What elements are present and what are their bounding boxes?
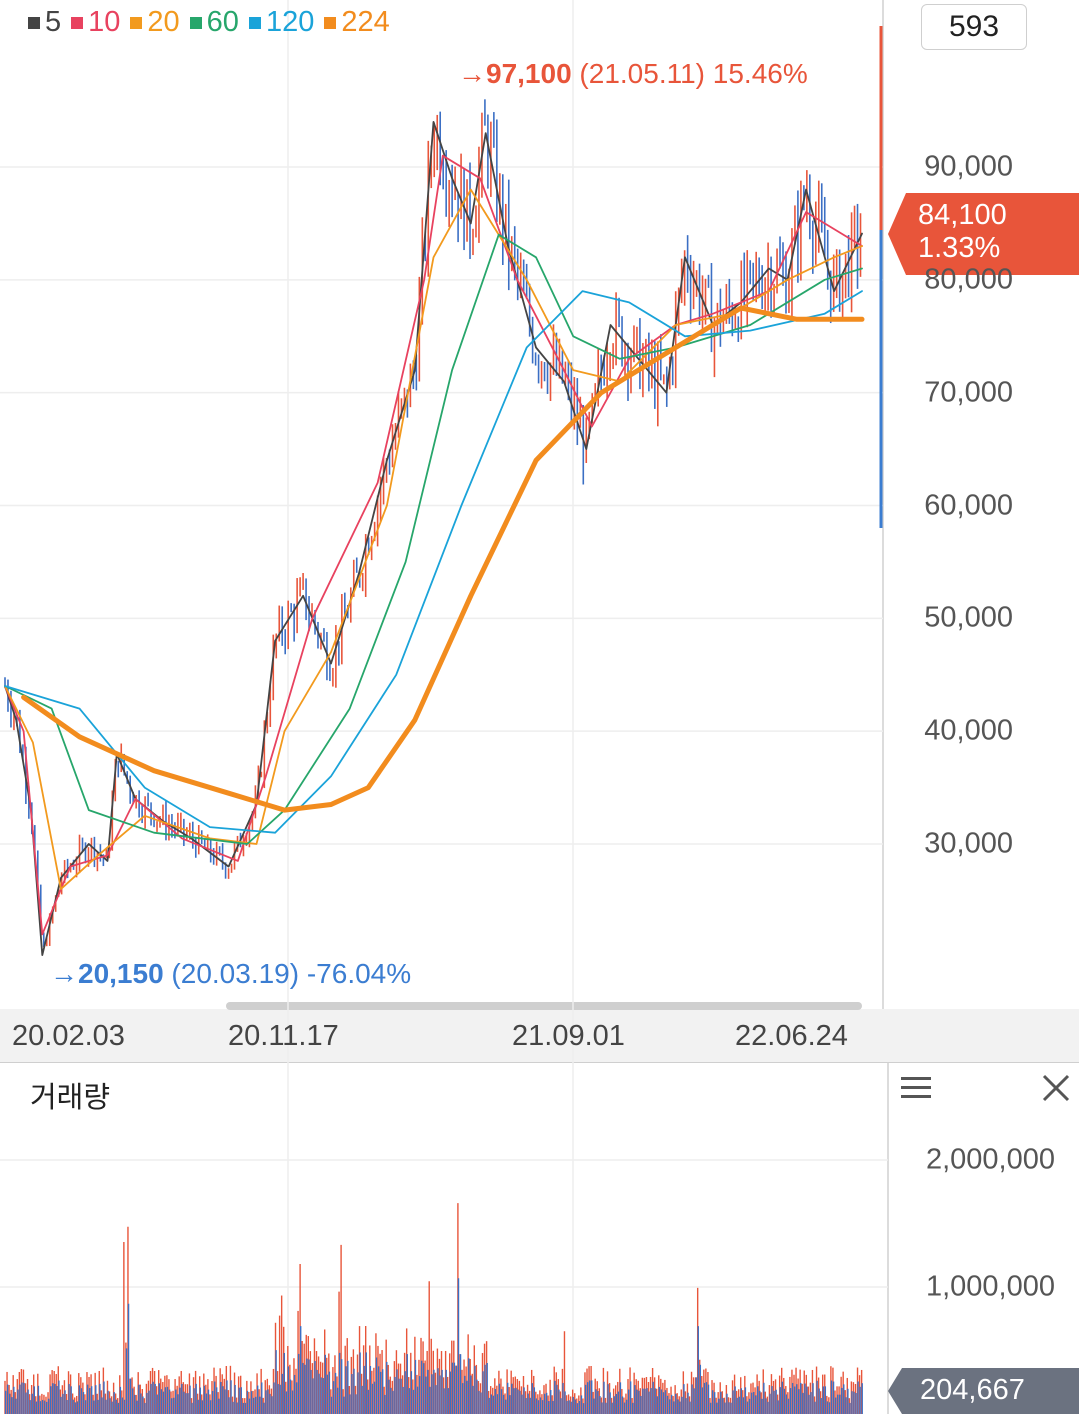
y-tick-label: 50,000	[924, 601, 1013, 634]
x-tick-label: 22.06.24	[735, 1020, 848, 1052]
volume-tick-label: 1,000,000	[925, 1270, 1055, 1303]
low-date: (20.03.19)	[171, 958, 300, 989]
y-tick-label: 30,000	[924, 827, 1013, 860]
close-icon-glyph	[1042, 1074, 1070, 1102]
legend-swatch-icon	[130, 16, 143, 29]
legend-swatch-icon	[189, 16, 202, 29]
legend-item-ma5[interactable]: 5	[28, 6, 61, 39]
volume-tick-label: 2,000,000	[925, 1143, 1055, 1176]
low-price-marker: →20,150 (20.03.19) -76.04%	[50, 958, 411, 990]
ma-legend: 5 10 20 60 120 224	[28, 6, 390, 39]
y-tick-label: 70,000	[924, 376, 1013, 409]
legend-item-ma120[interactable]: 120	[248, 6, 315, 39]
x-tick-label: 20.02.03	[12, 1020, 125, 1052]
legend-swatch-icon	[248, 16, 261, 29]
current-volume-tag: 204,667	[888, 1368, 1079, 1414]
legend-swatch-icon	[324, 16, 337, 29]
current-price-tag: 84,100 1.33%	[888, 193, 1079, 275]
y-tick-label: 60,000	[924, 489, 1013, 521]
low-pct: -76.04%	[306, 958, 412, 989]
low-value: 20,150	[78, 958, 164, 989]
close-icon[interactable]	[1034, 1066, 1078, 1110]
price-tag-shape	[888, 193, 1079, 275]
legend-item-ma224[interactable]: 224	[324, 6, 390, 39]
high-price-marker: →97,100 (21.05.11) 15.46%	[458, 58, 808, 90]
legend-swatch-icon	[71, 16, 84, 29]
ma-line-10	[4, 154, 863, 936]
x-tick-label: 20.11.17	[228, 1020, 339, 1052]
ma-line-20	[4, 188, 863, 890]
ma-line-224	[21, 305, 865, 813]
hamburger-icon-glyph	[901, 1077, 931, 1098]
high-arrow-icon: →	[458, 58, 486, 89]
hamburger-icon[interactable]	[894, 1066, 938, 1110]
high-pct: 15.46%	[712, 58, 808, 89]
current-price-value: 84,100	[918, 199, 1007, 231]
ma-line-120	[4, 290, 863, 834]
legend-label: 120	[265, 6, 315, 38]
y-tick-label: 80,000	[924, 263, 1013, 296]
legend-item-ma10[interactable]: 10	[71, 6, 120, 39]
low-arrow-icon: →	[50, 958, 78, 989]
legend-item-ma20[interactable]: 20	[130, 6, 180, 39]
x-tick-label: 21.09.01	[512, 1020, 625, 1052]
volume-panel-title: 거래량	[30, 1082, 111, 1114]
legend-label: 20	[147, 6, 180, 38]
current-volume-value: 204,667	[920, 1374, 1025, 1406]
high-value: 97,100	[486, 58, 572, 89]
legend-label: 224	[341, 6, 390, 38]
count-badge[interactable]: 593	[921, 4, 1027, 50]
ma-line-60	[4, 233, 863, 845]
high-date: (21.05.11)	[579, 58, 705, 89]
date-axis-band	[0, 1009, 1079, 1062]
legend-item-ma60[interactable]: 60	[189, 6, 239, 39]
legend-swatch-icon	[28, 16, 40, 29]
current-price-change: 1.33%	[918, 232, 1001, 264]
ma-line-5	[4, 121, 863, 956]
y-tick-label: 40,000	[924, 714, 1013, 747]
legend-label: 10	[88, 6, 121, 38]
legend-label: 60	[206, 6, 239, 38]
legend-label: 5	[45, 6, 62, 38]
volume-tag-shape	[888, 1368, 1079, 1414]
y-tick-label: 90,000	[924, 150, 1013, 183]
scroll-bar	[226, 1002, 862, 1010]
